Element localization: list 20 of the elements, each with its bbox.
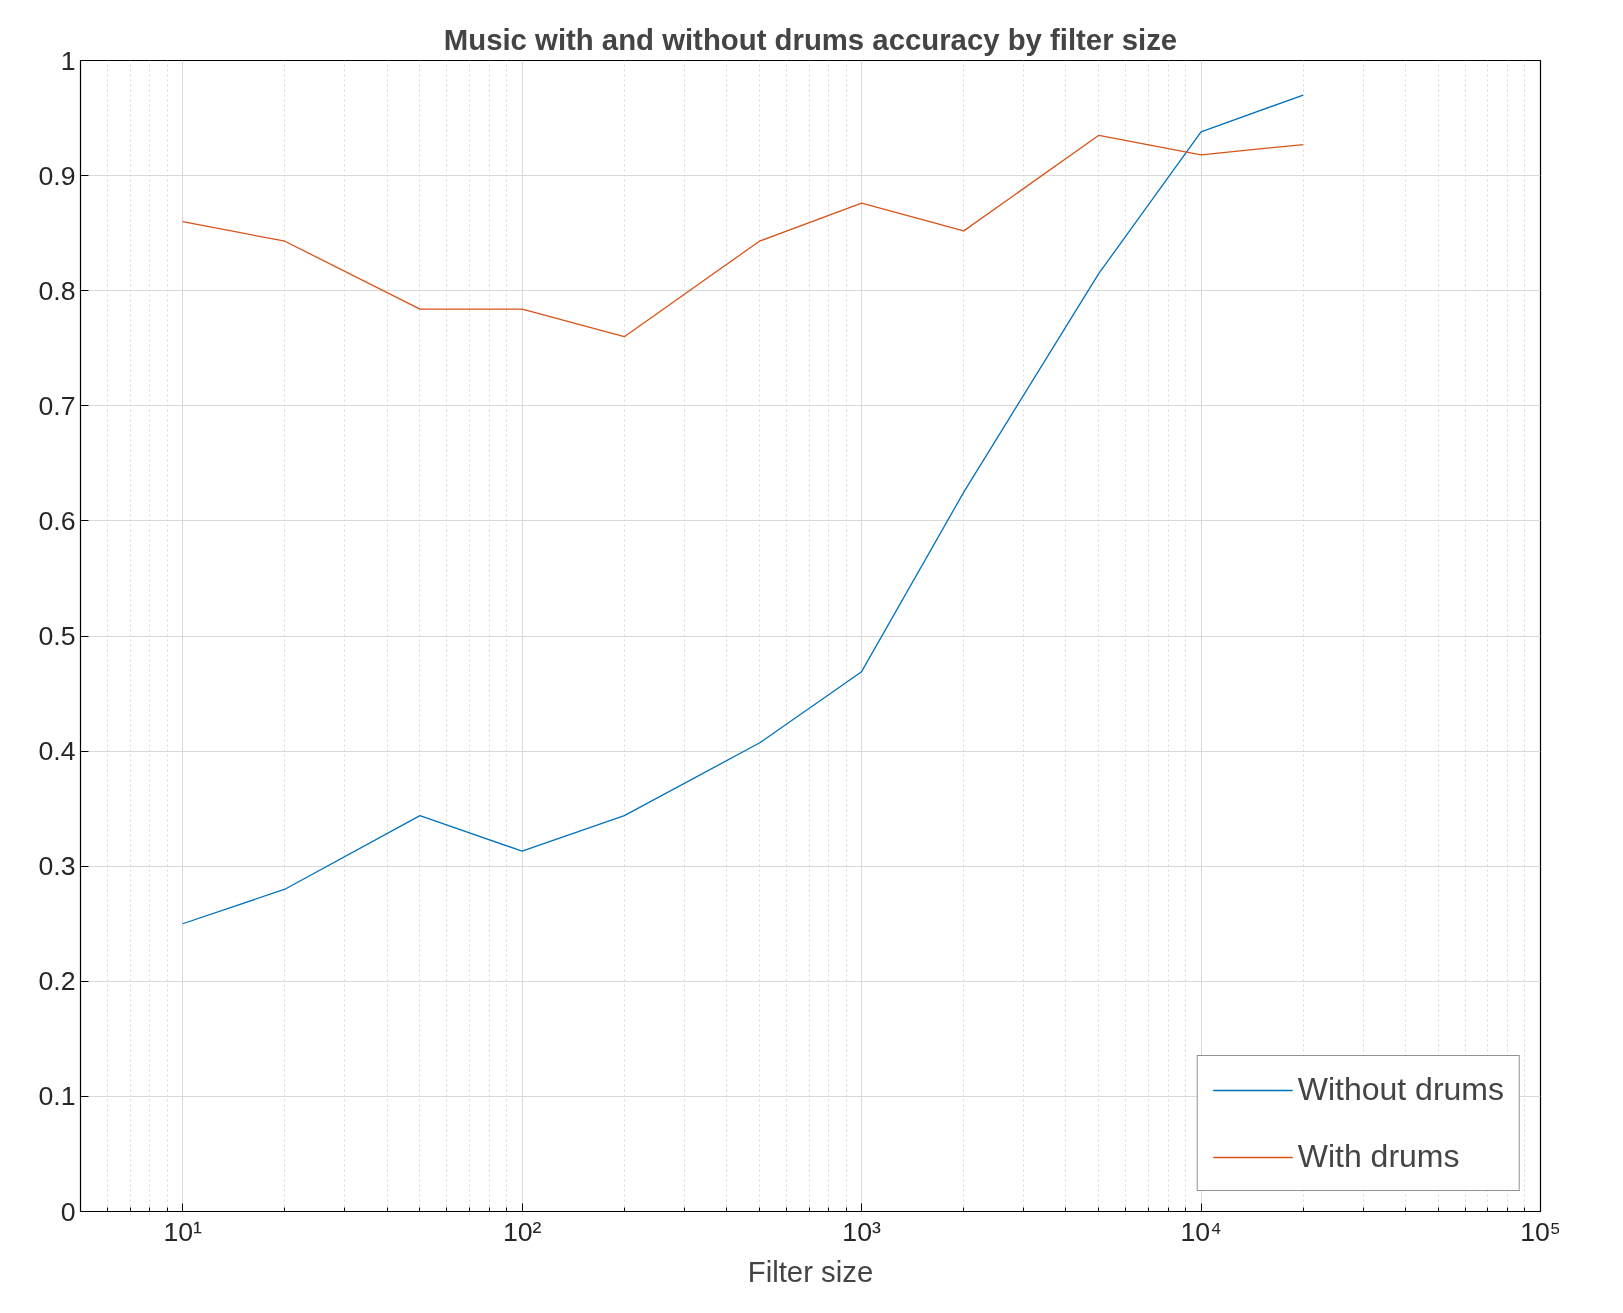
y-tick-label: 0 xyxy=(60,1196,76,1227)
chart-title: Music with and without drums accuracy by filter size xyxy=(443,22,1178,56)
legend-label: With drums xyxy=(1297,1138,1460,1175)
y-tick-label: 1 xyxy=(60,45,76,76)
y-tick-label: 0.5 xyxy=(38,621,76,651)
y-tick-label: 0.4 xyxy=(38,736,76,767)
y-tick-label: 0.8 xyxy=(38,275,76,306)
y-tick-label: 0.6 xyxy=(38,505,76,536)
y-tick-label: 0.3 xyxy=(38,851,76,882)
y-tick-label: 0.1 xyxy=(38,1081,76,1112)
y-tick-label: 0.9 xyxy=(38,160,76,191)
y-tick-label: 0.2 xyxy=(38,966,76,997)
legend-label: Without drums xyxy=(1297,1071,1504,1108)
x-tick-label: 10³ xyxy=(842,1216,881,1247)
x-axis-title: Filter size xyxy=(747,1254,874,1288)
x-tick-label: 10¹ xyxy=(163,1216,203,1247)
x-tick-label: 10² xyxy=(502,1216,542,1247)
x-tick-label: 10⁴ xyxy=(1180,1216,1222,1247)
y-tick-label: 0.7 xyxy=(38,390,76,421)
x-tick-label: 10⁵ xyxy=(1520,1216,1561,1247)
